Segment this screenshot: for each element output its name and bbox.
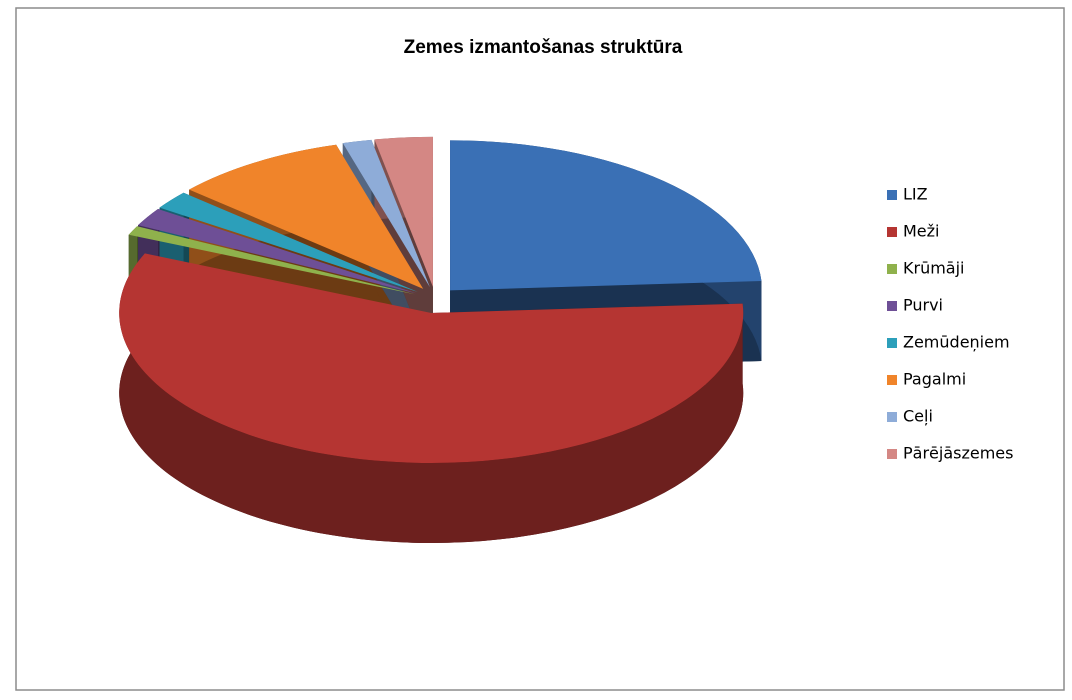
slice-side [119, 253, 744, 544]
chart-title: Zemes izmantošanas struktūra [404, 37, 683, 58]
legend-label: Pagalmi [903, 370, 966, 389]
legend-swatch [887, 190, 897, 200]
legend-label: Krūmāji [903, 259, 965, 278]
legend-swatch [887, 264, 897, 274]
legend-swatch [887, 449, 897, 459]
legend-swatch [887, 412, 897, 422]
pie-slice [450, 140, 762, 291]
pie-slice [159, 192, 418, 292]
legend-swatch [887, 375, 897, 385]
legend-label: Pārējāszemes [903, 444, 1013, 463]
legend-swatch [887, 227, 897, 237]
pie-slice [119, 253, 744, 464]
legend-label: Purvi [903, 296, 943, 315]
pie-tops [119, 136, 762, 464]
legend-label: LIZ [903, 185, 928, 204]
legend-swatch [887, 338, 897, 348]
pie-slice [138, 208, 417, 294]
legend-label: Meži [903, 222, 940, 241]
legend-label: Ceļi [903, 407, 933, 426]
legend-label: Zemūdeņiem [903, 333, 1010, 352]
pie-slice [128, 226, 416, 295]
legend-swatch [887, 301, 897, 311]
pie-slice [374, 136, 433, 287]
pie-slice [189, 144, 424, 289]
pie-slice [342, 139, 430, 288]
